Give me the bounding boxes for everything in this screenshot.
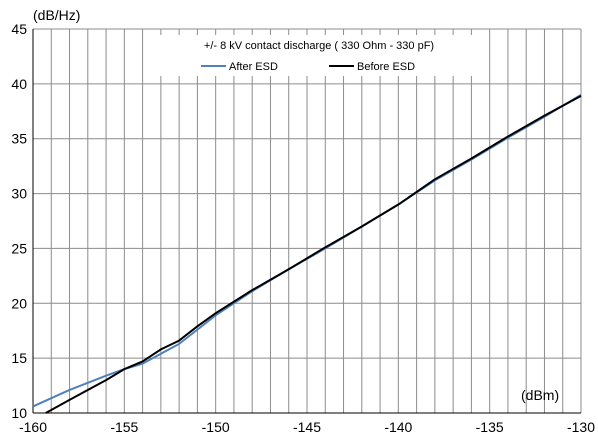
y-tick-label: 45 (11, 21, 27, 37)
y-tick-label: 20 (11, 295, 27, 311)
y-tick-label: 10 (11, 405, 27, 421)
x-tick-label: -160 (19, 419, 47, 435)
y-tick-label: 15 (11, 350, 27, 366)
axes (32, 29, 581, 414)
series-line-before-esd (45, 95, 582, 414)
y-tick-label: 40 (11, 76, 27, 92)
x-tick-label: -135 (476, 419, 504, 435)
legend-box (160, 35, 478, 76)
y-axis-label: (dB/Hz) (33, 7, 80, 23)
y-tick-label: 30 (11, 186, 27, 202)
series-lines (32, 93, 582, 414)
x-axis-label: (dBm) (521, 387, 559, 403)
legend-label-after-esd: After ESD (229, 61, 278, 73)
x-tick-label: -145 (293, 419, 321, 435)
x-tick-label: -140 (384, 419, 412, 435)
grid (32, 28, 582, 414)
legend: +/- 8 kV contact discharge ( 330 Ohm - 3… (160, 35, 478, 76)
x-tick-label: -155 (110, 419, 138, 435)
y-tick-label: 35 (11, 131, 27, 147)
legend-label-before-esd: Before ESD (357, 61, 415, 73)
y-tick-label: 25 (11, 240, 27, 256)
tick-labels: -160 -155 -150 -145 -140 -135 -130 10 15 20 25 30 35… (11, 21, 595, 435)
x-tick-label: -130 (567, 419, 595, 435)
chart-title: +/- 8 kV contact discharge ( 330 Ohm - 3… (204, 40, 434, 52)
x-tick-label: -150 (202, 419, 230, 435)
